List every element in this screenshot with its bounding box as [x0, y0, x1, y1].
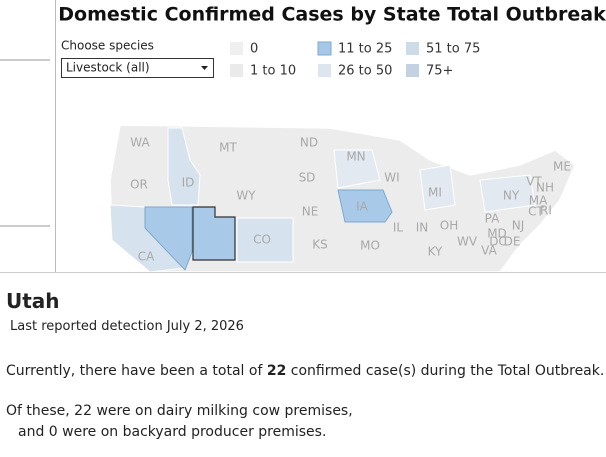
state-label: VT [526, 175, 542, 189]
state-label: RI [540, 204, 552, 218]
state-id[interactable] [167, 127, 201, 206]
state-label: DE [504, 235, 521, 249]
state-label: ID [182, 176, 195, 190]
state-label: MA [529, 194, 548, 208]
state-ca[interactable] [109, 204, 186, 273]
state-label: CT [528, 205, 544, 219]
state-ia[interactable] [337, 189, 393, 223]
tooltip-date: Last reported detection July 2, 2026 [10, 319, 244, 334]
state-label: MO [360, 239, 380, 253]
dropdown-value[interactable]: Livestock (all) [66, 61, 150, 75]
dropdown[interactable]: Livestock (all) [61, 58, 214, 78]
legend-label: 26 to 50 [338, 64, 392, 79]
state-label: CO [253, 233, 271, 247]
title: Domestic Confirmed Cases by State Total … [58, 4, 606, 26]
state-label: CA [138, 250, 155, 264]
legend-swatch [318, 64, 331, 77]
state-label: KY [428, 245, 443, 259]
state-nv[interactable] [144, 206, 193, 271]
state-label: OH [440, 219, 458, 233]
map [109, 124, 576, 273]
state-label: SD [299, 171, 316, 185]
state-label: DC [489, 235, 507, 249]
state-ut[interactable] [192, 206, 236, 261]
state-label: IA [356, 200, 369, 214]
state-label: WI [384, 171, 399, 185]
tooltip-dairy: Of these, 22 were on dairy milking cow p… [6, 403, 353, 419]
state-label: WY [236, 189, 256, 203]
summary-text: Currently, there have been a total of [6, 363, 263, 379]
filter-label: Choose species [61, 39, 154, 53]
state-label: KS [312, 238, 328, 252]
legend-swatch [406, 64, 419, 77]
state-label: PA [485, 212, 500, 226]
legend-label: 1 to 10 [250, 64, 296, 79]
state-label: MN [346, 150, 365, 164]
tooltip-state: Utah [6, 289, 60, 313]
state-label: OR [130, 178, 148, 192]
state-co[interactable] [236, 217, 294, 263]
summary-count: 22 [266, 363, 287, 379]
legend-swatch [230, 42, 243, 55]
state-label: MT [219, 141, 237, 155]
legend-swatch [406, 42, 419, 55]
state-label: NY [503, 189, 520, 203]
legend-label: 75+ [426, 64, 453, 79]
state-label: MI [428, 186, 442, 200]
legend-label: 0 [250, 42, 258, 57]
state-mi[interactable] [419, 164, 456, 211]
legend-label: 51 to 75 [426, 42, 480, 57]
tooltip-backyard: and 0 were on backyard producer premises… [18, 424, 327, 440]
tooltip-summary: Currently, there have been a total of 22… [6, 363, 604, 379]
state-label: WV [457, 235, 478, 249]
dropdown-arrow[interactable] [201, 66, 208, 70]
state-ny[interactable] [479, 174, 536, 213]
state-label: VA [481, 244, 497, 258]
state-mn[interactable] [333, 149, 381, 189]
legend: 0 1 to 10 11 to 25 26 to 50 51 to 75 75+ [230, 41, 480, 79]
tooltip: Utah Last reported detection July 2, 202… [0, 272, 606, 457]
state-label: ND [300, 136, 318, 150]
state-label: MD [487, 227, 507, 241]
state-label: NJ [512, 219, 525, 233]
state-label: IN [416, 221, 429, 235]
legend-swatch [317, 41, 332, 56]
state-label: ME [553, 160, 571, 174]
state-label: IL [393, 221, 404, 235]
state-label: NE [302, 205, 319, 219]
legend-label: 11 to 25 [338, 42, 392, 57]
state-labels: WA MT ND MN OR ID SD WI MI NY VT NH ME M… [130, 136, 571, 264]
summary-text: confirmed case(s) during the Total Outbr… [290, 363, 605, 379]
state-label: WA [130, 136, 150, 150]
dropdown-box[interactable] [61, 58, 214, 78]
legend-swatch [230, 64, 243, 77]
state-label: NH [536, 181, 554, 195]
